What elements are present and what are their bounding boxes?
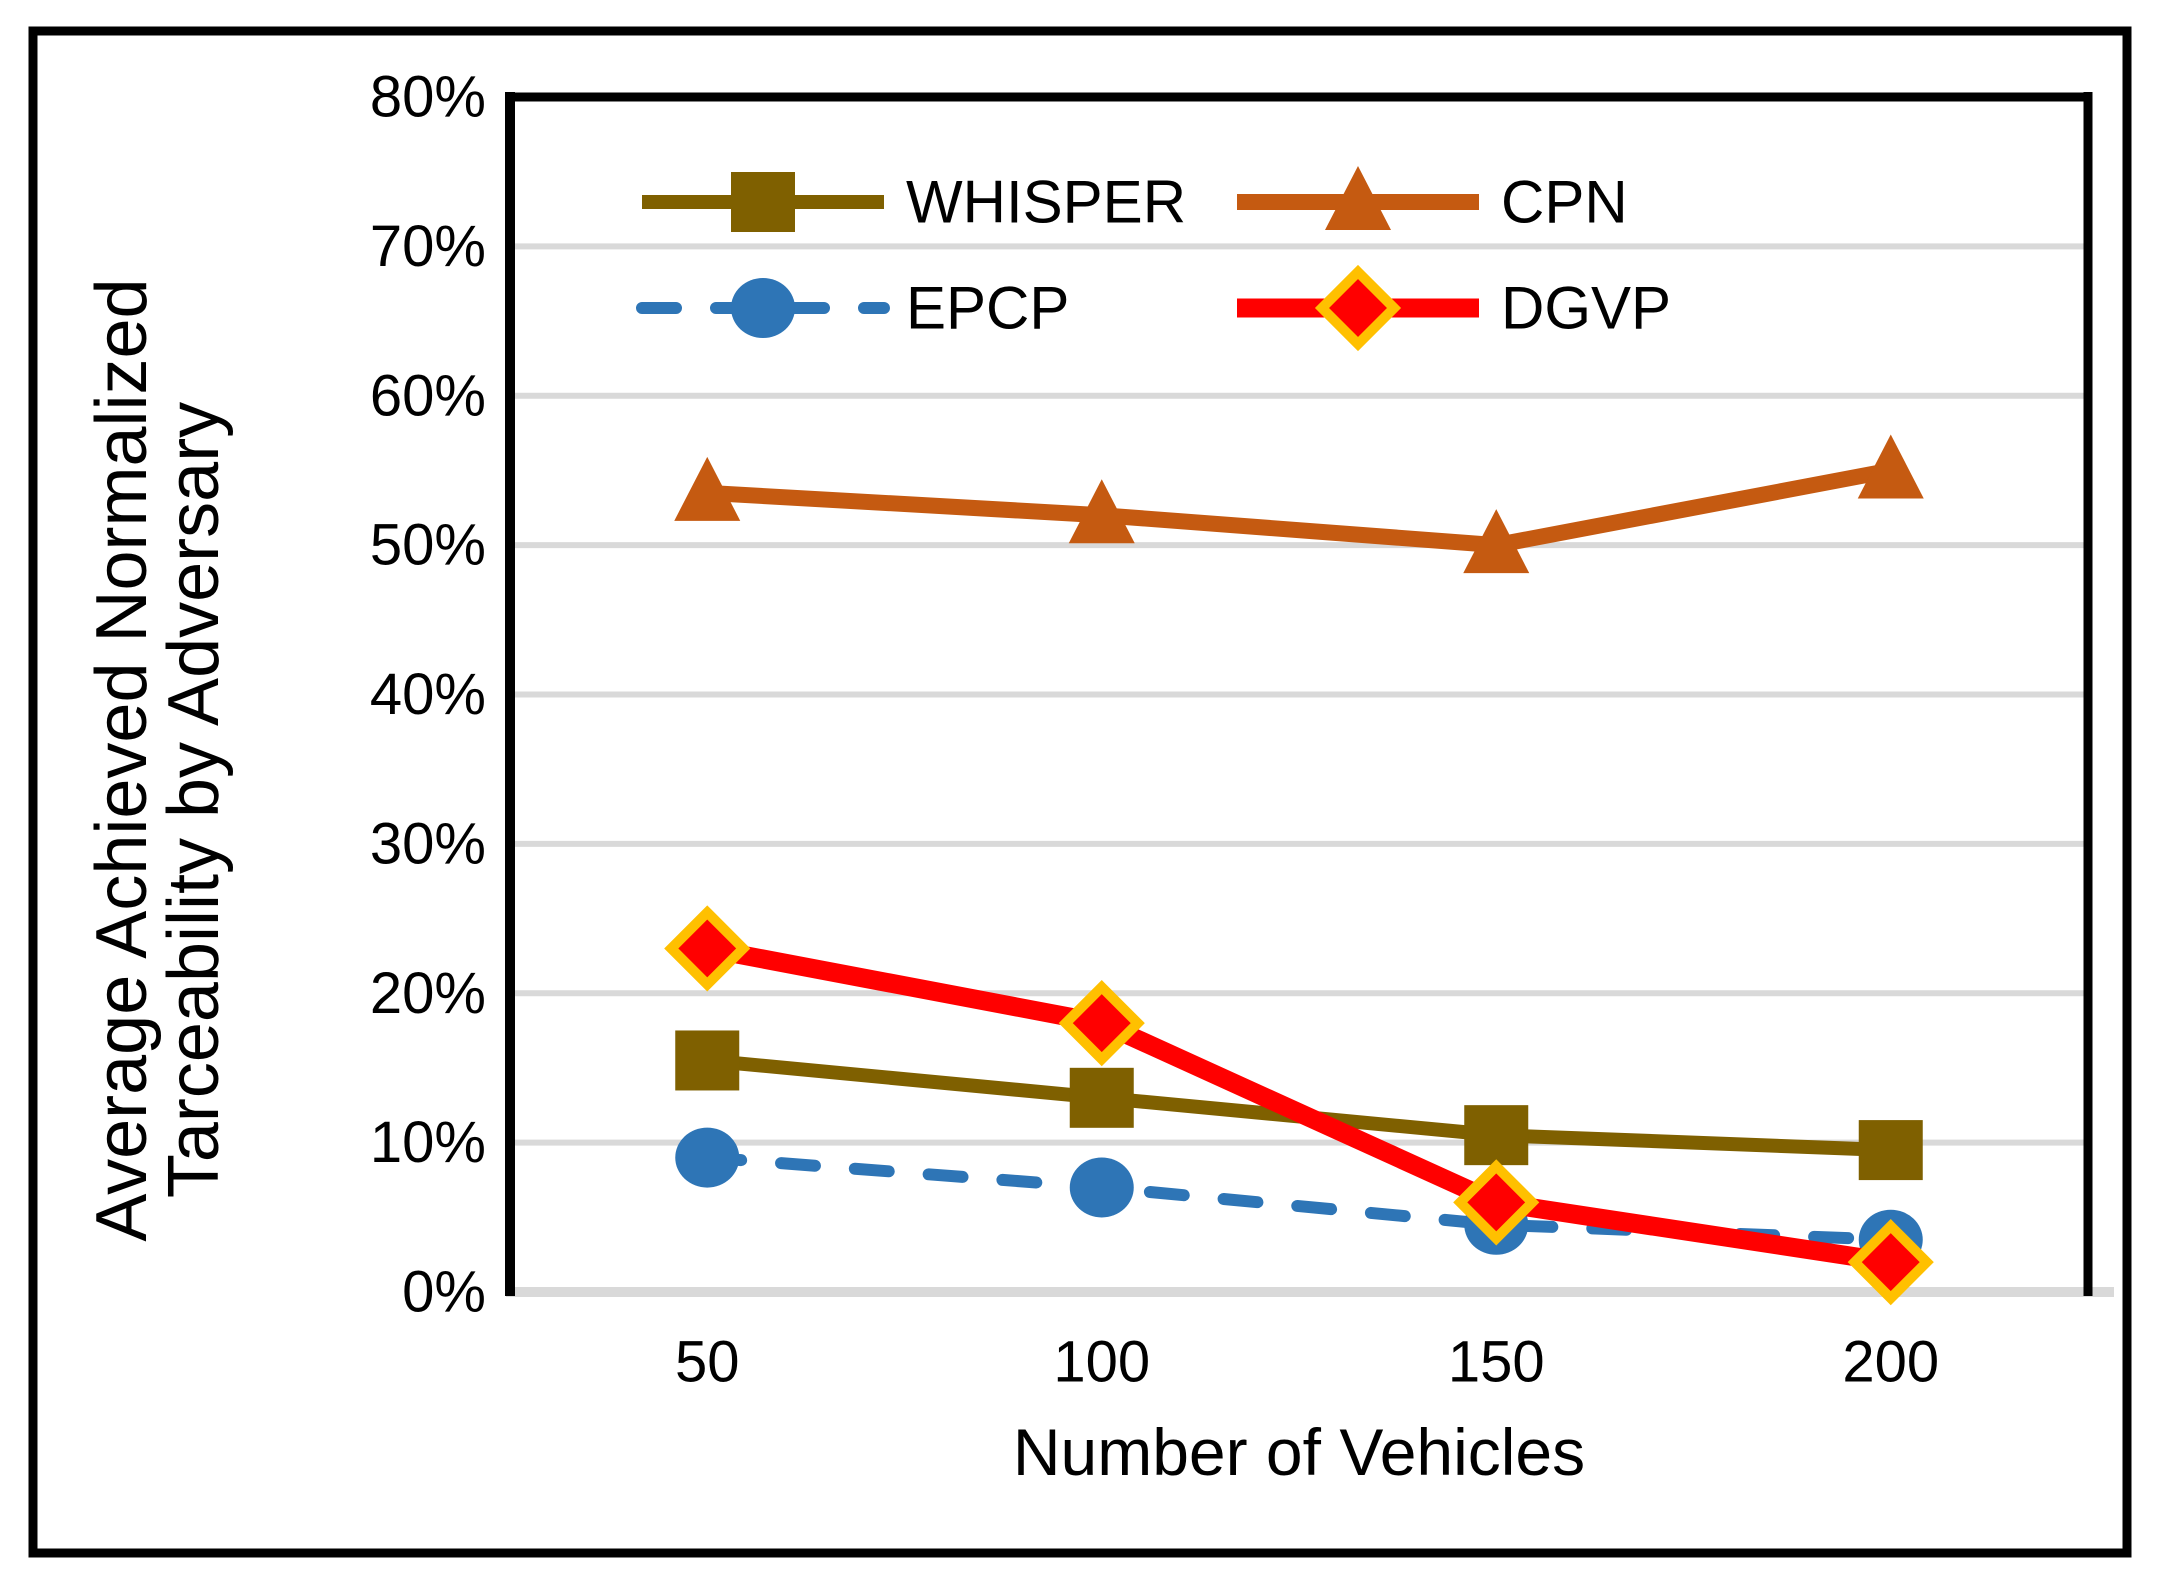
series-cpn [674, 434, 1924, 574]
x-axis-title: Number of Vehicles [1013, 1415, 1585, 1489]
y-tick-label: 50% [370, 513, 486, 578]
series-dgvp [664, 905, 1934, 1306]
legend-item-dgvp: DGVP [1237, 264, 1671, 352]
marker-triangle-cpn-1 [1068, 479, 1135, 544]
marker-circle-epcp-0 [675, 1127, 740, 1188]
x-tick-label: 50 [675, 1330, 740, 1395]
y-axis-title-line-1: Average Achieved Normalized [82, 278, 162, 1241]
y-tick-label: 60% [370, 363, 486, 428]
y-tick-labels: 0% 10% 20% 30% 40% 50% 60% 70% 80% [370, 65, 486, 1325]
series-dgvp-line [705, 939, 1893, 1272]
x-tick-labels: 50 100 150 200 [675, 1330, 1939, 1395]
x-tick-label: 150 [1448, 1330, 1545, 1395]
marker-square-whisper-0 [675, 1030, 740, 1091]
marker-triangle-cpn-2 [1463, 509, 1530, 574]
figure-border [28, 26, 2132, 1558]
marker-square-whisper-3 [1858, 1120, 1923, 1181]
marker-circle-epcp-1 [1069, 1157, 1134, 1218]
y-tick-label: 30% [370, 811, 486, 876]
y-tick-label: 0% [402, 1260, 486, 1325]
y-tick-label: 70% [370, 214, 486, 279]
x-tick-label: 100 [1053, 1330, 1150, 1395]
y-tick-label: 40% [370, 662, 486, 727]
gridlines [506, 243, 2114, 1297]
marker-diamond-dgvp-1 [1058, 980, 1145, 1067]
legend-label-dgvp: DGVP [1501, 275, 1671, 342]
y-axis-title-line-2: Tarceability by Adversary [154, 402, 234, 1198]
marker-square-whisper-1 [1069, 1067, 1134, 1128]
legend-item-cpn: CPN [1237, 166, 1628, 236]
marker-square-whisper [731, 172, 795, 232]
marker-diamond-dgvp [1314, 264, 1402, 352]
legend-label-epcp: EPCP [906, 275, 1069, 342]
series-cpn-line [706, 462, 1893, 554]
marker-triangle-cpn [1325, 166, 1391, 230]
y-tick-label: 80% [370, 65, 486, 130]
marker-diamond-dgvp-3 [1847, 1219, 1934, 1306]
marker-circle-epcp [731, 278, 795, 338]
legend-item-epcp: EPCP [636, 275, 1069, 342]
marker-diamond-dgvp-0 [664, 905, 751, 992]
y-tick-label: 10% [370, 1110, 486, 1175]
marker-square-whisper-2 [1464, 1105, 1529, 1166]
marker-triangle-cpn-0 [674, 456, 741, 521]
marker-triangle-cpn-3 [1857, 434, 1924, 499]
y-tick-label: 20% [370, 961, 486, 1026]
legend-item-whisper: WHISPER [642, 169, 1186, 236]
legend: WHISPER CPN EPCP DGVP [636, 166, 1671, 352]
marker-diamond-dgvp-2 [1453, 1159, 1540, 1246]
legend-label-whisper: WHISPER [906, 169, 1186, 236]
legend-label-cpn: CPN [1501, 169, 1628, 236]
x-tick-label: 200 [1842, 1330, 1939, 1395]
